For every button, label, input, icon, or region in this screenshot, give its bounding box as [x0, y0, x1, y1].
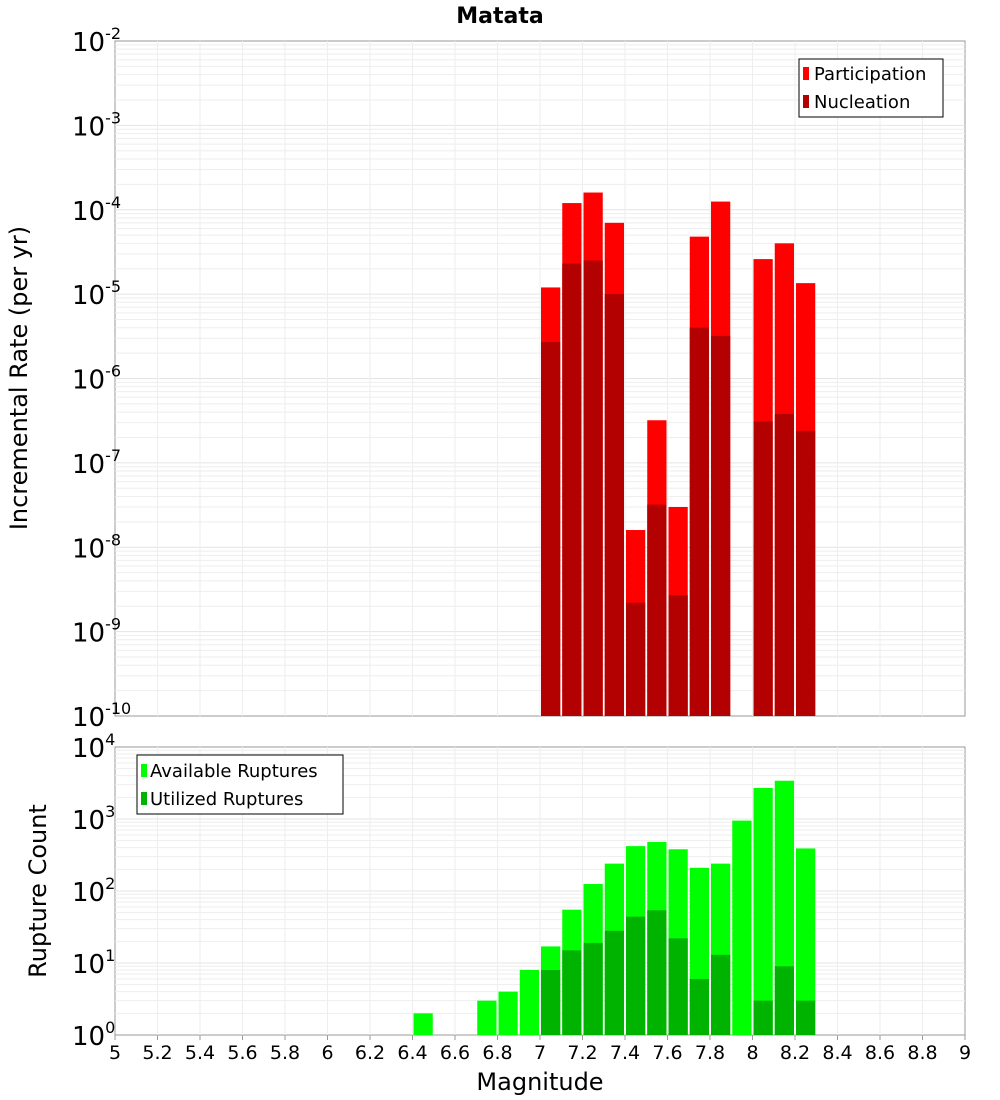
y-tick-label: 10-9 [72, 615, 121, 649]
bottom-panel: 100 101 102 103 104 5 5.2 5.4 5.6 5.8 6 6.2 6.4 6.6 6… [24, 730, 971, 1096]
nucleation-bar [562, 263, 582, 716]
y-tick-label: 10-8 [72, 530, 121, 564]
nucleation-bar [711, 335, 731, 716]
legend-swatch-participation [803, 67, 809, 80]
x-axis-ticks: 5 5.2 5.4 5.6 5.8 6 6.2 6.4 6.6 6.8 7 7.2 7.4 7.6 7.8 8… [109, 1035, 971, 1064]
legend-swatch-utilized [141, 792, 147, 805]
x-tick-label: 6 [321, 1042, 333, 1064]
utilized-ruptures-bar [711, 954, 731, 1035]
x-tick-label: 5.2 [142, 1042, 172, 1064]
available-ruptures-bar [753, 787, 773, 1035]
legend-swatch-nucleation [803, 95, 809, 108]
utilized-ruptures-bar [668, 938, 688, 1035]
utilized-ruptures-bar [604, 930, 624, 1035]
top-panel: 10-10 10-9 10-8 10-7 10-6 10-5 10-4 10-3 10-2 In… [5, 24, 966, 733]
utilized-ruptures-bar [774, 966, 794, 1035]
available-ruptures-bar [796, 848, 816, 1035]
x-tick-label: 6.8 [482, 1042, 512, 1064]
x-tick-label: 9 [959, 1042, 971, 1064]
nucleation-bar [796, 430, 816, 716]
top-grid [115, 41, 965, 716]
legend-label-available: Available Ruptures [150, 761, 318, 782]
nucleation-bar [647, 504, 667, 716]
x-tick-label: 8.8 [907, 1042, 937, 1064]
x-tick-label: 8 [746, 1042, 758, 1064]
legend-label-utilized: Utilized Ruptures [150, 789, 303, 810]
nucleation-bar [668, 595, 688, 716]
bottom-bars [413, 780, 816, 1035]
nucleation-bar [753, 421, 773, 716]
x-tick-label: 8.2 [780, 1042, 810, 1064]
legend-label-participation: Participation [814, 64, 926, 85]
chart-title: Matata [456, 4, 543, 29]
bottom-y-axis-label: Rupture Count [24, 804, 52, 978]
top-legend: Participation Nucleation [798, 58, 944, 118]
top-bars [541, 192, 816, 717]
top-y-axis-label: Incremental Rate (per yr) [5, 226, 33, 530]
y-tick-label: 10-2 [72, 24, 121, 58]
utilized-ruptures-bar [689, 978, 709, 1035]
x-tick-label: 5.4 [185, 1042, 215, 1064]
legend-label-nucleation: Nucleation [814, 92, 910, 113]
x-tick-label: 5.6 [227, 1042, 257, 1064]
y-tick-label: 103 [72, 802, 115, 836]
y-tick-label: 104 [72, 730, 115, 764]
y-tick-label: 101 [72, 946, 115, 980]
x-tick-label: 5 [109, 1042, 121, 1064]
available-ruptures-bar [498, 991, 518, 1035]
nucleation-bar [774, 413, 794, 716]
x-tick-label: 7.8 [695, 1042, 725, 1064]
x-tick-label: 7.6 [652, 1042, 682, 1064]
top-y-ticks: 10-10 10-9 10-8 10-7 10-6 10-5 10-4 10-3 10-2 [72, 24, 131, 733]
legend-swatch-available [141, 764, 147, 777]
utilized-ruptures-bar [583, 942, 603, 1035]
y-tick-label: 10-5 [72, 277, 121, 311]
x-tick-label: 7 [534, 1042, 546, 1064]
y-tick-label: 102 [72, 874, 115, 908]
bottom-legend: Available Ruptures Utilized Ruptures [136, 754, 344, 815]
x-tick-label: 7.2 [567, 1042, 597, 1064]
nucleation-bar [689, 327, 709, 716]
x-tick-label: 8.4 [822, 1042, 852, 1064]
available-ruptures-bar [732, 820, 752, 1035]
utilized-ruptures-bar [626, 916, 646, 1035]
x-tick-label: 6.2 [355, 1042, 385, 1064]
utilized-ruptures-bar [796, 1000, 816, 1035]
x-axis-label: Magnitude [476, 1068, 603, 1096]
x-tick-label: 6.6 [440, 1042, 470, 1064]
y-tick-label: 10-6 [72, 362, 121, 396]
nucleation-bar [583, 260, 603, 716]
available-ruptures-bar [477, 1000, 497, 1035]
x-tick-label: 5.8 [270, 1042, 300, 1064]
y-tick-label: 100 [72, 1018, 115, 1052]
utilized-ruptures-bar [541, 969, 561, 1035]
nucleation-bar [626, 602, 646, 716]
x-tick-label: 6.4 [397, 1042, 427, 1064]
utilized-ruptures-bar [753, 1000, 773, 1035]
x-tick-label: 8.6 [865, 1042, 895, 1064]
available-ruptures-bar [413, 1013, 433, 1035]
utilized-ruptures-bar [562, 950, 582, 1035]
y-tick-label: 10-7 [72, 446, 121, 480]
x-tick-label: 7.4 [610, 1042, 640, 1064]
y-tick-label: 10-4 [72, 193, 121, 227]
utilized-ruptures-bar [647, 910, 667, 1035]
nucleation-bar [604, 294, 624, 716]
y-tick-label: 10-3 [72, 108, 121, 142]
y-tick-label: 10-10 [72, 699, 131, 733]
available-ruptures-bar [519, 969, 539, 1035]
bottom-y-ticks: 100 101 102 103 104 [72, 730, 115, 1052]
nucleation-bar [541, 342, 561, 716]
